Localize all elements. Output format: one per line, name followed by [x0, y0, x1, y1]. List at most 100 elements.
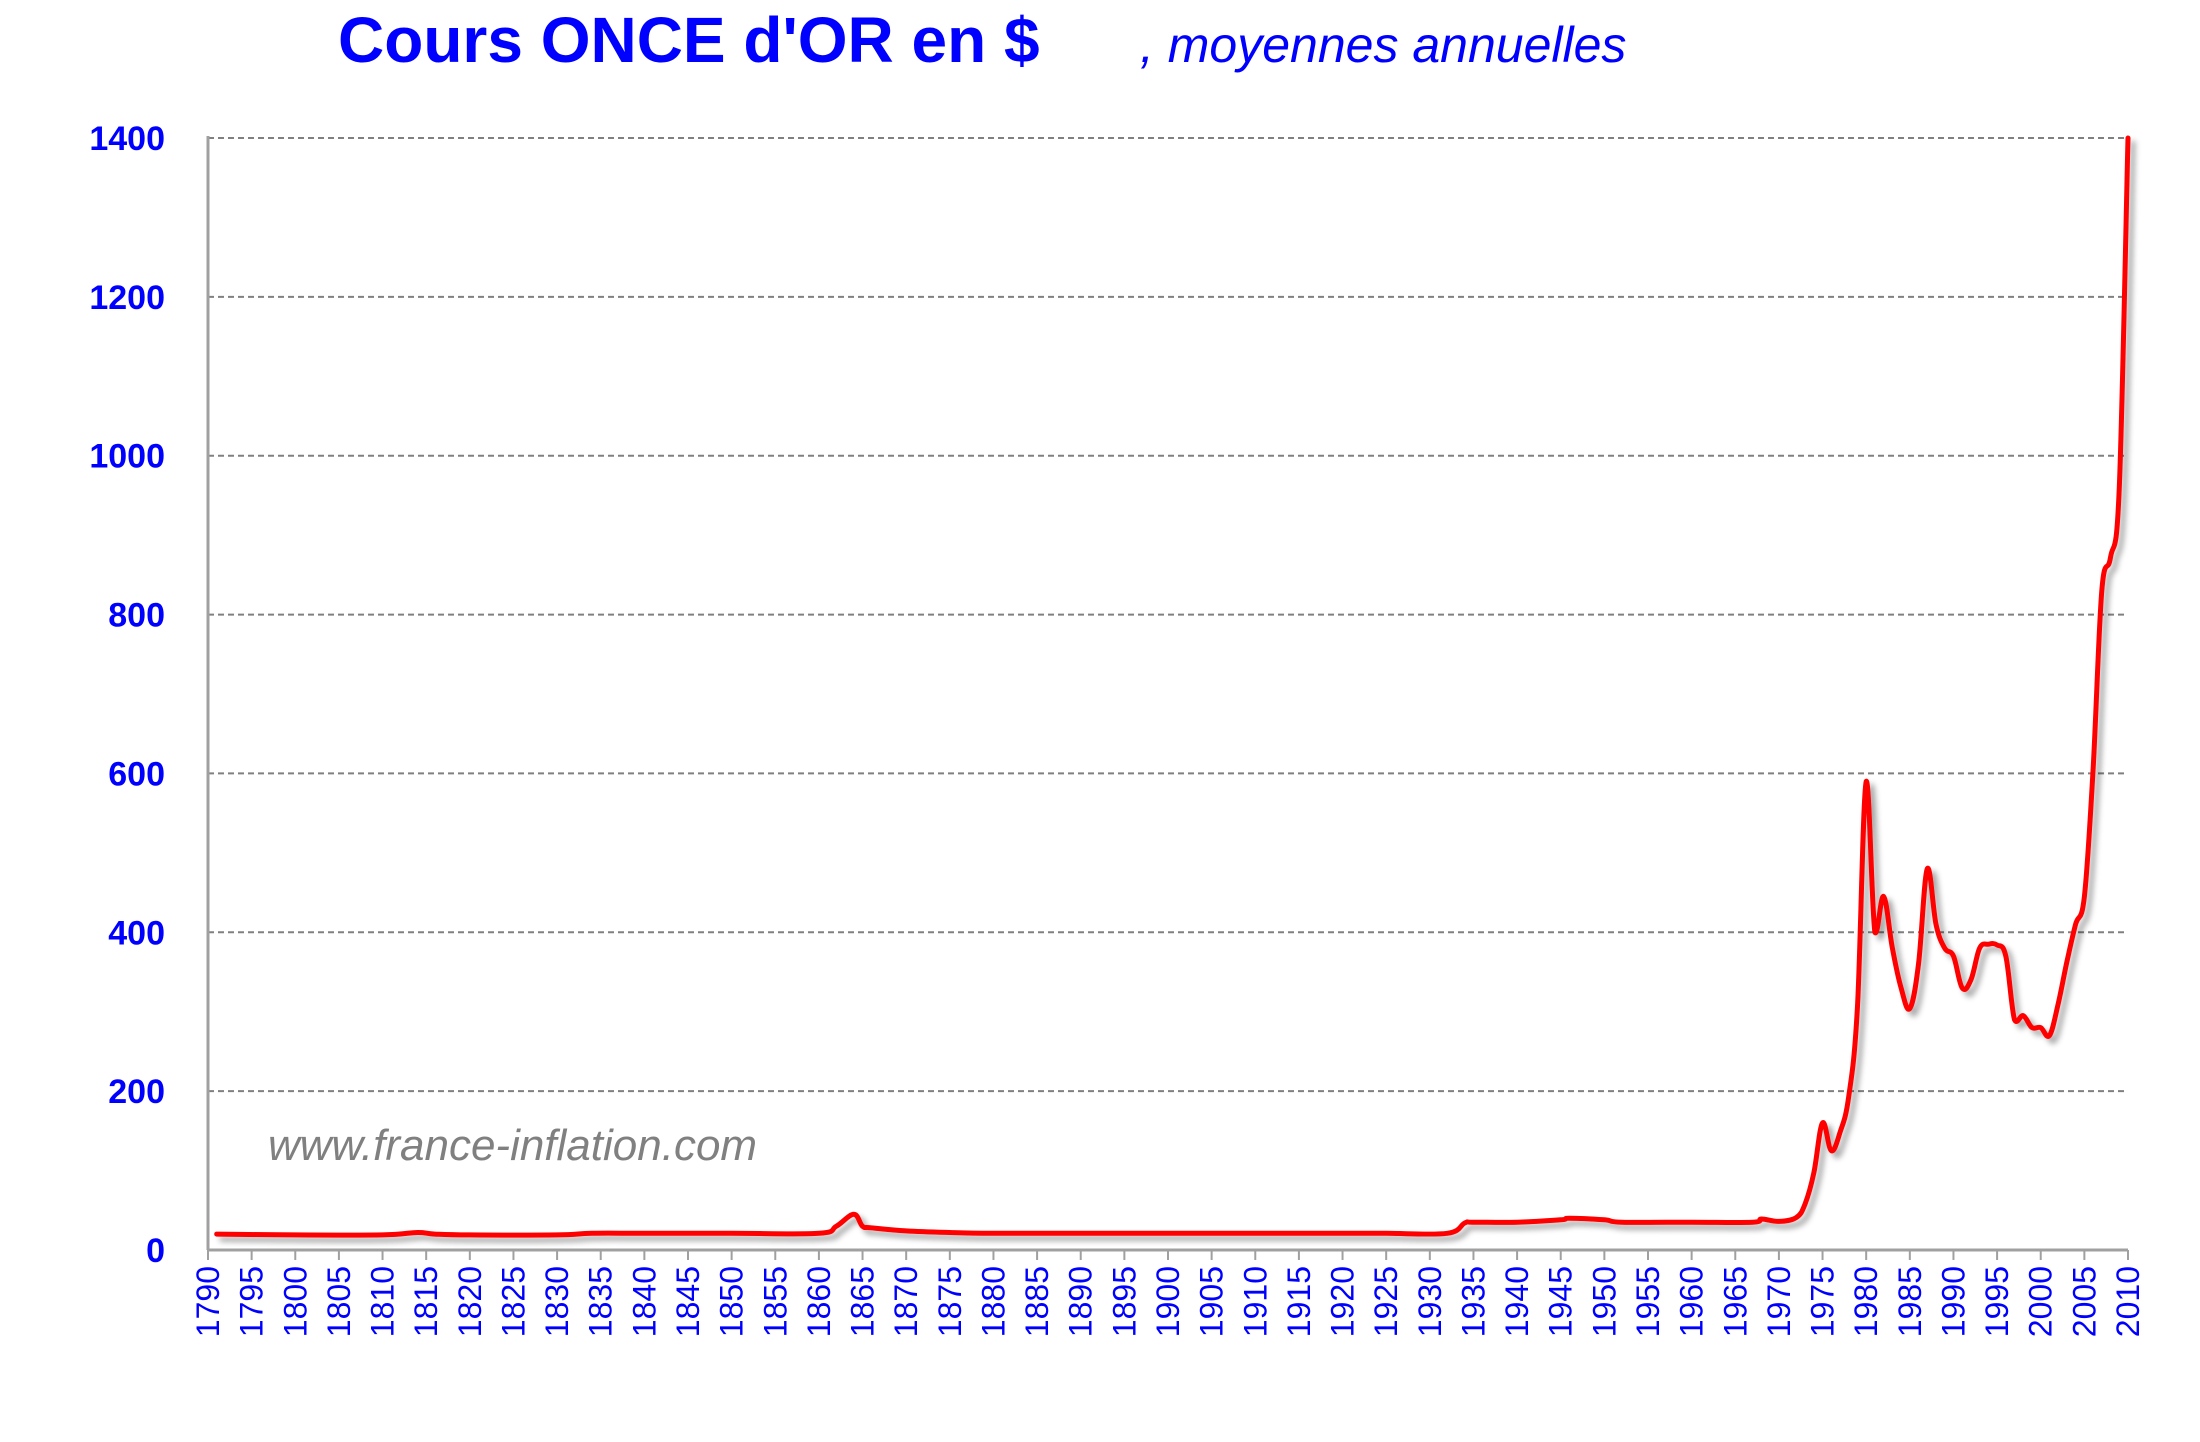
- x-tick-label: 1995: [1979, 1266, 2015, 1337]
- data-point: [1916, 962, 1921, 967]
- x-tick-label: 1830: [539, 1266, 575, 1337]
- data-point: [1078, 1231, 1083, 1236]
- data-point: [1829, 1148, 1834, 1153]
- data-point: [1977, 946, 1982, 951]
- data-point: [2091, 767, 2096, 772]
- data-point: [729, 1231, 734, 1236]
- data-point: [851, 1212, 856, 1217]
- data-point: [432, 1232, 437, 1237]
- data-point: [1515, 1220, 1520, 1225]
- data-point: [2030, 1025, 2035, 1030]
- x-tick-label: 1980: [1848, 1266, 1884, 1337]
- data-point: [1445, 1231, 1450, 1236]
- x-tick-label: 1840: [626, 1266, 662, 1337]
- data-point: [1820, 1120, 1825, 1125]
- data-point: [1759, 1217, 1764, 1222]
- data-point: [2012, 1017, 2017, 1022]
- y-tick-label: 800: [108, 597, 165, 635]
- data-point: [1602, 1217, 1607, 1222]
- data-point: [860, 1224, 865, 1229]
- data-point: [380, 1232, 385, 1237]
- x-axis-ticks: 1790 1795 1800 1805 1810 1815 1820 1825 1830 1835…: [190, 1266, 2146, 1337]
- data-point: [1942, 946, 1947, 951]
- data-point: [1558, 1217, 1563, 1222]
- x-tick-label: 1990: [1935, 1266, 1971, 1337]
- data-point: [947, 1230, 952, 1235]
- x-tick-label: 1790: [190, 1266, 226, 1337]
- y-tick-label: 1200: [89, 279, 165, 317]
- axes: [206, 136, 2129, 1260]
- chart-subtitle: , moyennes annuelles: [1140, 17, 1626, 73]
- data-point: [1925, 866, 1930, 871]
- data-point: [415, 1230, 420, 1235]
- data-point: [1951, 954, 1956, 959]
- watermark: www.france-inflation.com: [268, 1121, 757, 1170]
- data-point: [1776, 1219, 1781, 1224]
- data-point: [1567, 1216, 1572, 1221]
- data-point: [2073, 922, 2078, 927]
- data-point: [1166, 1231, 1171, 1236]
- x-tick-label: 1900: [1150, 1266, 1186, 1337]
- x-tick-label: 1930: [1412, 1266, 1448, 1337]
- data-point: [1995, 943, 2000, 948]
- chart-title: Cours ONCE d'OR en $: [338, 4, 1040, 76]
- data-point: [904, 1228, 909, 1233]
- x-tick-label: 1915: [1281, 1266, 1317, 1337]
- x-tick-label: 1935: [1455, 1266, 1491, 1337]
- y-tick-label: 400: [108, 914, 165, 952]
- data-point: [1986, 942, 1991, 947]
- data-point: [1899, 985, 1904, 990]
- data-point: [642, 1231, 647, 1236]
- data-point: [1872, 930, 1877, 935]
- data-point: [1689, 1220, 1694, 1225]
- series-line-0: [214, 135, 2131, 1238]
- x-tick-label: 1970: [1761, 1266, 1797, 1337]
- y-tick-label: 600: [108, 755, 165, 793]
- x-tick-label: 2000: [2023, 1266, 2059, 1337]
- data-point: [2099, 588, 2104, 593]
- data-point: [1384, 1231, 1389, 1236]
- x-tick-label: 1925: [1368, 1266, 1404, 1337]
- gridlines: [208, 137, 2128, 1093]
- x-tick-label: 2010: [2110, 1266, 2146, 1337]
- data-point: [2064, 959, 2069, 964]
- data-point: [1803, 1201, 1808, 1206]
- x-tick-label: 1860: [801, 1266, 837, 1337]
- data-point: [1890, 946, 1895, 951]
- x-tick-label: 2005: [2066, 1266, 2102, 1337]
- data-point: [214, 1232, 219, 1237]
- data-point: [1864, 779, 1869, 784]
- x-tick-label: 1845: [670, 1266, 706, 1337]
- data-point: [293, 1232, 298, 1237]
- x-tick-label: 1920: [1325, 1266, 1361, 1337]
- x-tick-label: 1880: [975, 1266, 1011, 1337]
- data-point: [1471, 1220, 1476, 1225]
- x-tick-label: 1965: [1717, 1266, 1753, 1337]
- x-tick-label: 1940: [1499, 1266, 1535, 1337]
- x-tick-label: 1910: [1237, 1266, 1273, 1337]
- x-tick-label: 1865: [845, 1266, 881, 1337]
- x-tick-label: 1870: [888, 1266, 924, 1337]
- data-point: [2021, 1013, 2026, 1018]
- data-point: [2047, 1033, 2052, 1038]
- data-point: [1855, 1004, 1860, 1009]
- x-tick-label: 1945: [1543, 1266, 1579, 1337]
- x-tick-label: 1820: [452, 1266, 488, 1337]
- data-point: [2056, 1001, 2061, 1006]
- x-tick-label: 1795: [234, 1266, 270, 1337]
- data-point: [991, 1231, 996, 1236]
- data-point: [816, 1231, 821, 1236]
- series-layer: [214, 135, 2131, 1238]
- x-tick-label: 1955: [1630, 1266, 1666, 1337]
- data-point: [590, 1231, 595, 1236]
- data-point: [1968, 977, 1973, 982]
- y-tick-label: 0: [146, 1232, 165, 1270]
- x-tick-label: 1825: [495, 1266, 531, 1337]
- x-tick-label: 1885: [1019, 1266, 1055, 1337]
- data-point: [1253, 1231, 1258, 1236]
- data-point: [1794, 1215, 1799, 1220]
- data-point: [555, 1232, 560, 1237]
- data-point: [1838, 1130, 1843, 1135]
- data-point: [1750, 1220, 1755, 1225]
